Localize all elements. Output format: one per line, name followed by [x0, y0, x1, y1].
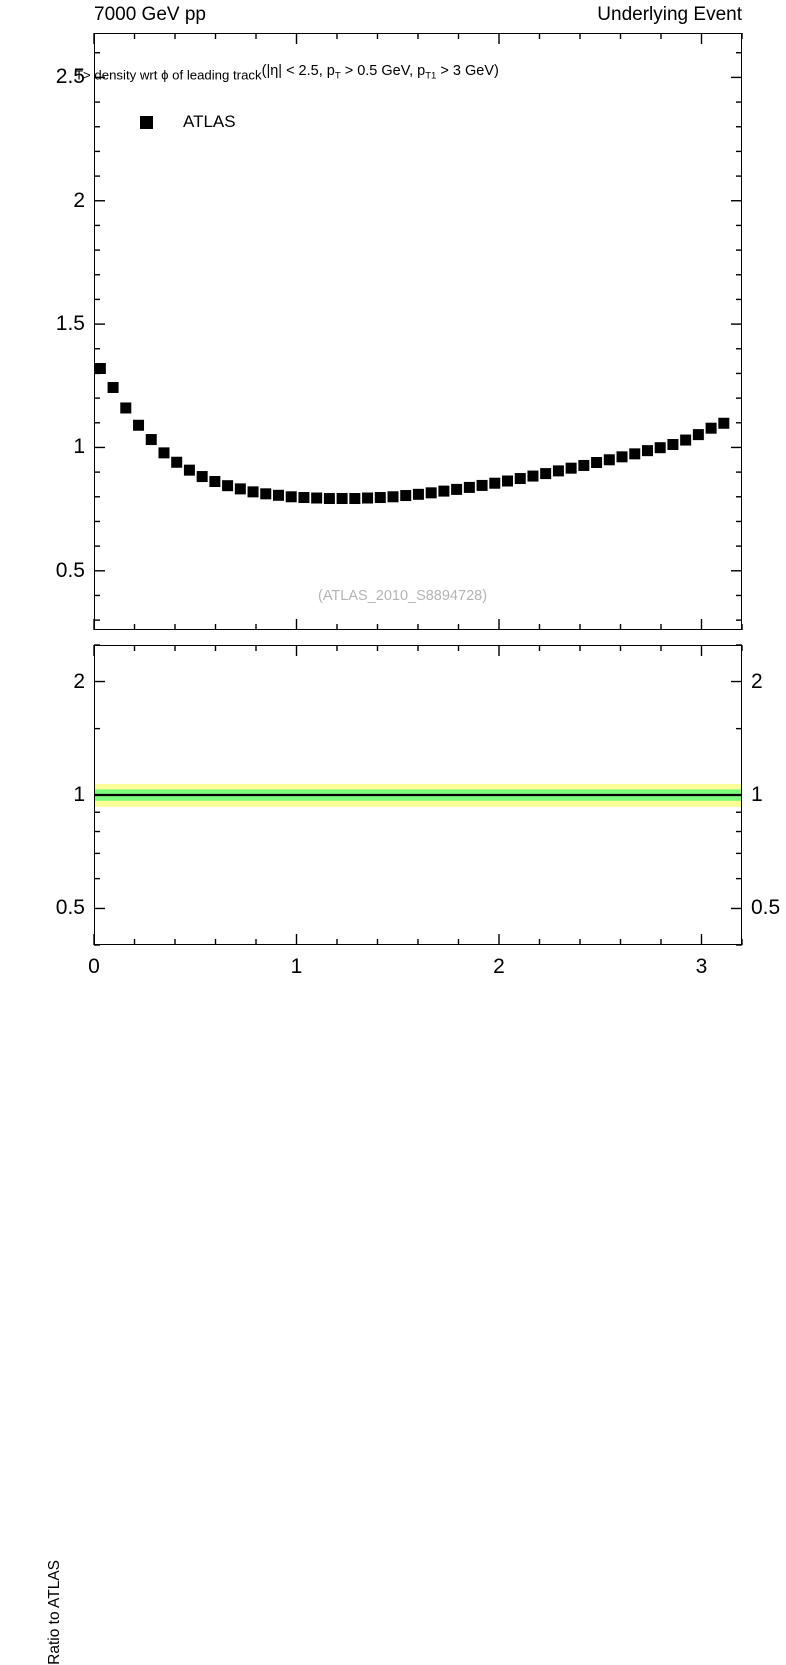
- data-point: [412, 488, 424, 500]
- data-point: [603, 454, 615, 466]
- data-point: [234, 483, 246, 495]
- data-point: [272, 489, 284, 501]
- data-point: [502, 475, 514, 487]
- ratio-ytick-right-0.5: 0.5: [751, 896, 781, 920]
- xtick-0: 0: [88, 955, 100, 978]
- data-point: [196, 471, 208, 483]
- data-point: [400, 490, 412, 502]
- data-point: [94, 363, 106, 375]
- data-point: [158, 447, 170, 459]
- data-point: [183, 464, 195, 476]
- legend-label-atlas: ATLAS: [183, 112, 236, 131]
- main-ytick-1: 1: [73, 435, 85, 459]
- data-point: [692, 429, 704, 441]
- data-point: [540, 468, 552, 480]
- data-point: [120, 402, 132, 414]
- data-point: [336, 493, 348, 505]
- main-plot-canvas: [93, 33, 743, 630]
- data-point: [578, 459, 590, 471]
- ratio-ytick-left-0.5: 0.5: [55, 896, 85, 920]
- header-left-label: 7000 GeV pp: [94, 4, 206, 25]
- data-point: [451, 483, 463, 495]
- data-point: [476, 479, 488, 491]
- data-point: [641, 445, 653, 457]
- data-point: [247, 486, 259, 498]
- ratio-ytick-left-2: 2: [73, 669, 85, 693]
- data-point: [349, 493, 361, 505]
- analysis-watermark: (ATLAS_2010_S8894728): [318, 588, 488, 604]
- main-plot-frame: [94, 33, 742, 630]
- ratio-ytick-right-2: 2: [751, 669, 763, 693]
- data-point: [171, 456, 183, 468]
- data-point: [616, 451, 628, 463]
- main-ytick-1.5: 1.5: [55, 312, 85, 336]
- xtick-2: 2: [493, 955, 505, 978]
- data-point: [209, 475, 221, 487]
- data-point: [311, 492, 323, 504]
- main-ytick-0.5: 0.5: [55, 558, 85, 582]
- plot-page: 7000 GeV pp Underlying Event T> density …: [46, 4, 781, 1665]
- legend: ATLAS: [140, 112, 236, 132]
- main-ytick-2: 2: [73, 188, 85, 212]
- header-right-label: Underlying Event: [597, 4, 742, 25]
- main-ytick-2.5: 2.5: [55, 65, 85, 89]
- data-point: [680, 434, 692, 446]
- data-point: [145, 434, 157, 446]
- legend-marker-atlas: [140, 115, 153, 129]
- data-point: [438, 485, 450, 497]
- data-point: [387, 491, 399, 503]
- data-point: [285, 491, 297, 503]
- data-point: [667, 438, 679, 450]
- data-point: [374, 492, 386, 504]
- data-point: [552, 465, 564, 477]
- data-point: [298, 492, 310, 504]
- xtick-1: 1: [290, 955, 303, 978]
- data-point: [705, 422, 717, 434]
- data-point: [133, 419, 145, 431]
- data-point: [591, 456, 603, 468]
- data-point: [362, 492, 374, 504]
- data-point: [323, 493, 335, 505]
- data-point: [425, 487, 437, 499]
- data-point: [629, 448, 641, 460]
- ratio-axis-title: Ratio to ATLAS: [46, 1560, 63, 1665]
- xtick-3: 3: [695, 955, 708, 978]
- ratio-ytick-right-1: 1: [751, 783, 763, 806]
- data-point: [654, 442, 666, 454]
- plot-title: T> density wrt ϕ of leading track(|η| < …: [75, 63, 499, 83]
- data-point: [514, 473, 526, 485]
- ratio-plot-canvas: [93, 644, 743, 946]
- data-point: [222, 480, 234, 492]
- data-point: [718, 417, 730, 429]
- data-point: [565, 462, 577, 474]
- data-point: [527, 470, 539, 482]
- ratio-ytick-left-1: 1: [73, 783, 85, 806]
- data-point: [260, 488, 272, 500]
- data-point: [489, 477, 501, 489]
- data-point: [463, 481, 475, 493]
- data-point: [107, 381, 119, 393]
